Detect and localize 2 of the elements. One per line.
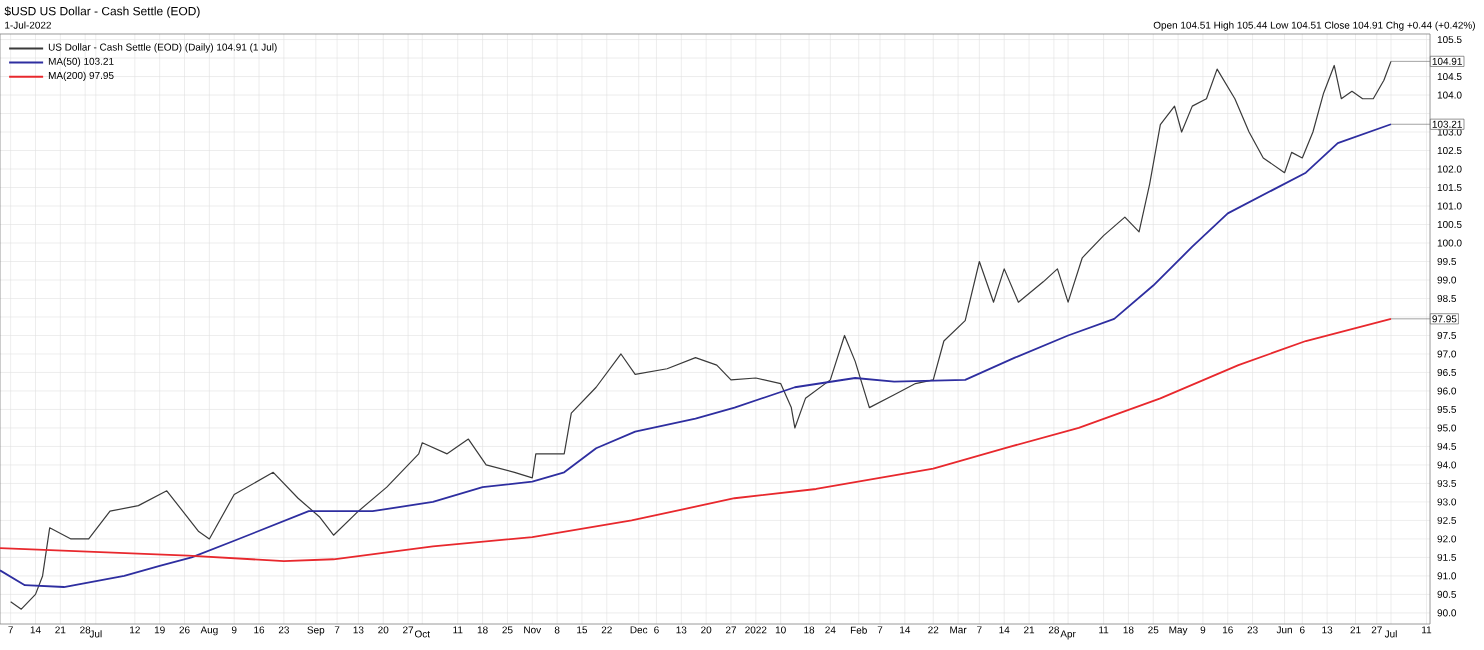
line-series [10,60,1392,610]
line-series [0,317,1392,563]
